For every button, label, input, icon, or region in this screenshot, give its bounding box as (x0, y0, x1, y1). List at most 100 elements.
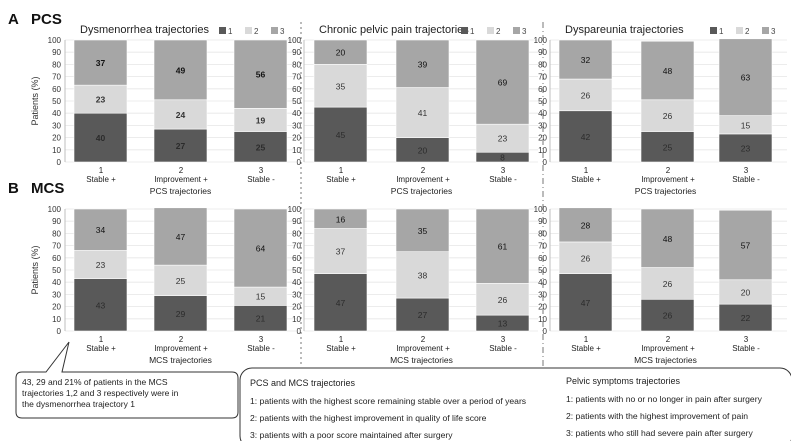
y-tick-label: 90 (538, 217, 547, 226)
x-axis-label: MCS trajectories (634, 355, 697, 365)
y-tick-label: 90 (52, 217, 61, 226)
legend-swatch (245, 27, 252, 34)
y-tick-label: 80 (538, 229, 547, 238)
data-label: 57 (741, 240, 751, 250)
y-tick-label: 40 (292, 109, 301, 118)
bar-segment (558, 78, 613, 112)
x-tick-label: Improvement + (641, 175, 695, 184)
row-letter: A (8, 11, 19, 28)
bar-segment (153, 295, 208, 332)
data-label: 20 (741, 287, 751, 297)
data-label: 22 (741, 313, 751, 323)
y-tick-label: 40 (52, 278, 61, 287)
x-tick-label: Stable - (489, 344, 517, 353)
x-tick-label: Improvement + (641, 344, 695, 353)
y-tick-label: 50 (52, 97, 61, 106)
data-label: 23 (96, 95, 106, 105)
chart-panel: 0 10 20 30 40 50 60 70 80 90 100 Chronic pelvic pai… (288, 24, 538, 196)
y-tick-label: 100 (288, 205, 302, 214)
y-tick-label: 0 (543, 158, 548, 167)
notes-right-title: Pelvic symptoms trajectories (566, 376, 681, 386)
bar-segment (640, 131, 695, 163)
legend-swatch (513, 27, 520, 34)
x-tick-label: Stable - (732, 344, 760, 353)
data-label: 23 (96, 260, 106, 270)
x-tick-label: 3 (744, 335, 749, 344)
data-label: 27 (418, 310, 428, 320)
data-label: 27 (176, 141, 186, 151)
x-tick-label: 3 (501, 335, 506, 344)
y-tick-label: 40 (538, 109, 547, 118)
x-tick-label: Stable + (326, 175, 356, 184)
x-tick-label: Stable + (571, 344, 601, 353)
y-tick-label: 20 (52, 303, 61, 312)
data-label: 63 (741, 73, 751, 83)
x-tick-label: 2 (421, 335, 426, 344)
data-label: 47 (336, 298, 346, 308)
x-tick-label: 3 (501, 166, 506, 175)
y-axis-label: Patients (%) (30, 76, 40, 125)
bar-segment (640, 40, 695, 101)
y-tick-label: 90 (538, 48, 547, 57)
y-tick-label: 30 (292, 290, 301, 299)
data-label: 19 (256, 115, 266, 125)
y-tick-label: 80 (292, 229, 301, 238)
notes-right-line: 1: patients with no or no longer in pain… (566, 394, 763, 404)
x-tick-label: 3 (259, 335, 264, 344)
bar-segment (558, 39, 613, 80)
y-tick-label: 50 (538, 266, 547, 275)
x-axis-label: MCS trajectories (390, 355, 453, 365)
bar-segment (640, 267, 695, 300)
bar-segment (73, 208, 128, 251)
bar-segment (475, 208, 530, 284)
y-tick-label: 60 (292, 85, 301, 94)
callout-box (15, 341, 239, 419)
y-tick-label: 70 (52, 73, 61, 82)
y-tick-label: 60 (538, 254, 547, 263)
y-tick-label: 20 (538, 303, 547, 312)
y-tick-label: 60 (292, 254, 301, 263)
chart-panel: 0 10 20 30 40 50 60 70 80 90 100 Dyspareunia trajec… (534, 24, 787, 196)
data-label: 15 (741, 120, 751, 130)
notes-right-line: 2: patients with the highest improvement… (566, 411, 748, 421)
y-tick-label: 10 (52, 315, 61, 324)
data-label: 25 (176, 276, 186, 286)
x-tick-label: Improvement + (396, 344, 450, 353)
data-label: 34 (96, 225, 106, 235)
legend-label: 3 (771, 27, 776, 36)
x-tick-label: 2 (666, 335, 671, 344)
x-axis-label: PCS trajectories (635, 186, 696, 196)
data-label: 48 (663, 66, 673, 76)
data-label: 20 (418, 145, 428, 155)
x-tick-label: Improvement + (154, 175, 208, 184)
bar-segment (718, 133, 773, 163)
data-label: 32 (581, 55, 591, 65)
y-tick-label: 60 (52, 85, 61, 94)
data-label: 26 (581, 90, 591, 100)
x-tick-label: Stable + (86, 175, 116, 184)
bar-segment (395, 251, 450, 299)
y-tick-label: 10 (538, 315, 547, 324)
data-label: 21 (256, 314, 266, 324)
bar-segment (558, 273, 613, 332)
legend-label: 3 (522, 27, 527, 36)
legend-swatch (219, 27, 226, 34)
bar-segment (395, 208, 450, 253)
x-tick-label: 2 (179, 166, 184, 175)
notes-left-line: 3: patients with a poor score maintained… (250, 430, 453, 440)
callout-text: 43, 29 and 21% of patients in the MCS tra… (22, 377, 179, 409)
x-tick-label: Stable + (86, 344, 116, 353)
x-axis-label: PCS trajectories (150, 186, 211, 196)
legend-label: 3 (280, 27, 285, 36)
legend-swatch (736, 27, 743, 34)
y-tick-label: 80 (538, 60, 547, 69)
y-tick-label: 40 (292, 278, 301, 287)
data-label: 61 (498, 242, 508, 252)
y-tick-label: 0 (57, 327, 62, 336)
data-label: 29 (176, 309, 186, 319)
data-label: 25 (256, 142, 266, 152)
legend-label: 2 (254, 27, 259, 36)
y-tick-label: 80 (292, 60, 301, 69)
legend-swatch (762, 27, 769, 34)
y-tick-label: 70 (52, 242, 61, 251)
